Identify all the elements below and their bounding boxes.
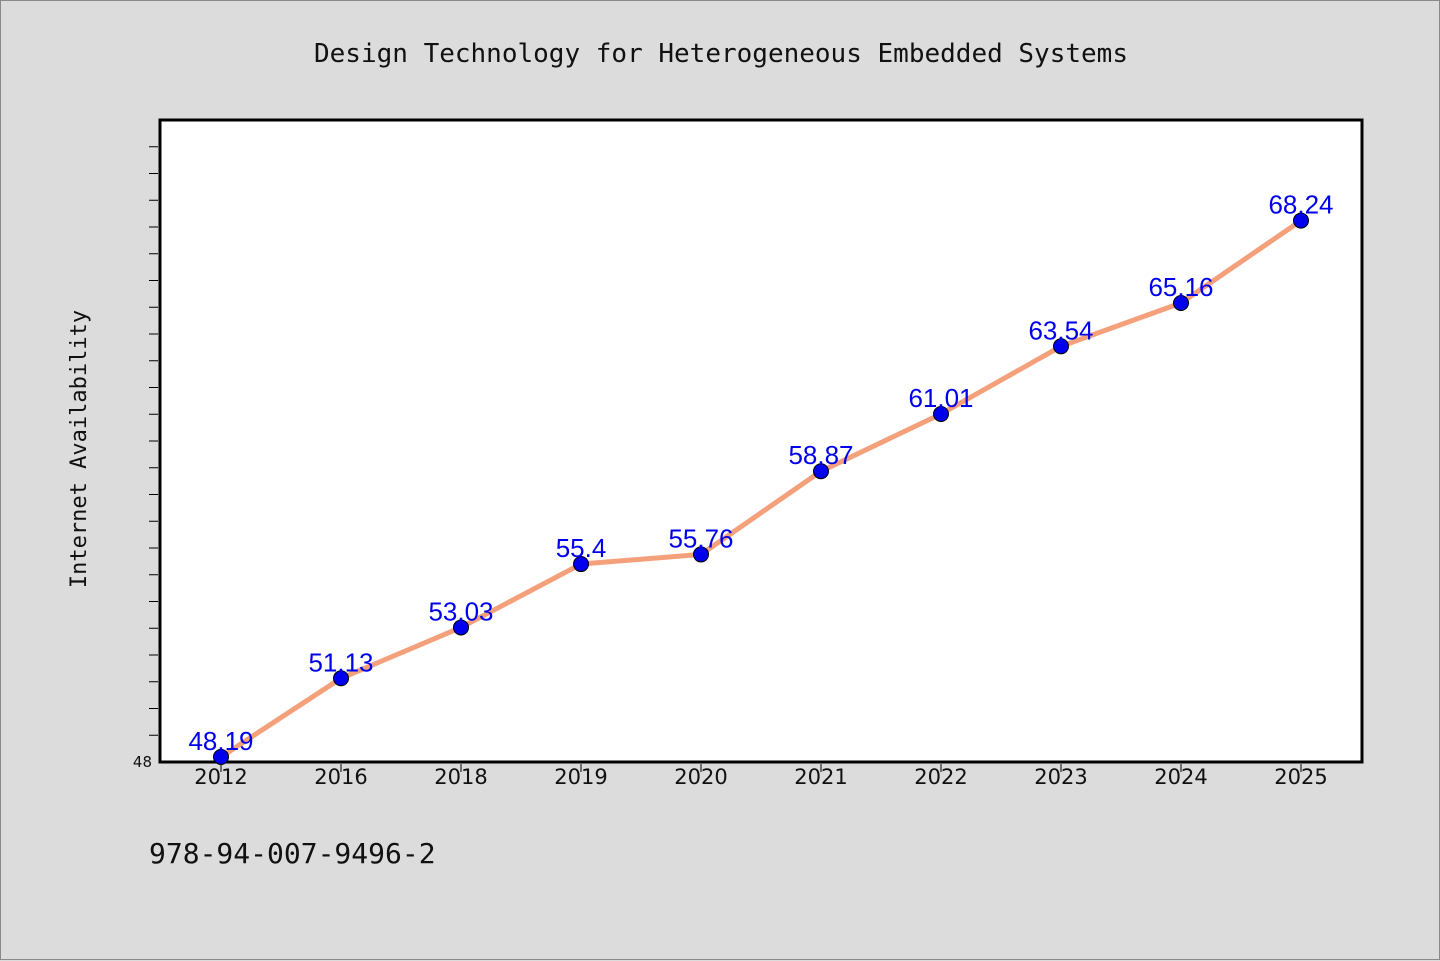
data-point [453,619,469,636]
data-point [573,556,589,573]
plot-area [158,118,1364,764]
data-point [693,546,709,563]
data-label: 55.4 [556,533,607,563]
isbn-text: 978-94-007-9496-2 [149,837,436,870]
y-tick-label: 48 [133,753,152,771]
x-tick-label: 2022 [914,765,967,789]
data-markers [213,212,1309,765]
data-point [1053,338,1069,355]
x-tick-label: 2025 [1274,765,1327,789]
data-point [333,670,349,687]
x-tick-label: 2021 [794,765,847,789]
data-label: 68.24 [1268,190,1333,220]
data-point [933,405,949,422]
x-axis-ticks: 2012 2016 2018 2019 2020 2021 2022 2023 2024 2025 [194,764,1328,789]
data-label: 65.16 [1148,272,1213,302]
y-axis-ticks: 48 [133,146,158,771]
data-label: 63.54 [1028,315,1093,345]
data-label: 51.13 [308,647,373,677]
data-point [1173,294,1189,311]
series-line [218,218,1304,760]
x-tick-label: 2012 [194,765,247,789]
series-line-group [218,218,1304,760]
data-point [813,463,829,480]
data-label: 53.03 [428,596,493,626]
data-label: 58.87 [788,440,853,470]
data-label: 55.76 [668,523,733,553]
chart-title: Design Technology for Heterogeneous Embe… [314,39,1128,69]
data-labels: 48.19 51.13 53.03 55.4 55.76 58.87 61.01 63.54 6… [188,190,1333,756]
data-label: 48.19 [188,726,253,756]
x-tick-label: 2024 [1154,765,1207,789]
x-tick-label: 2018 [434,765,487,789]
data-label: 61.01 [908,383,973,413]
x-tick-label: 2023 [1034,765,1087,789]
y-axis-label: Internet Availability [67,310,92,588]
data-point [213,748,229,765]
x-tick-label: 2019 [554,765,607,789]
x-tick-label: 2020 [674,765,727,789]
x-tick-label: 2016 [314,765,367,789]
data-point [1293,212,1309,229]
